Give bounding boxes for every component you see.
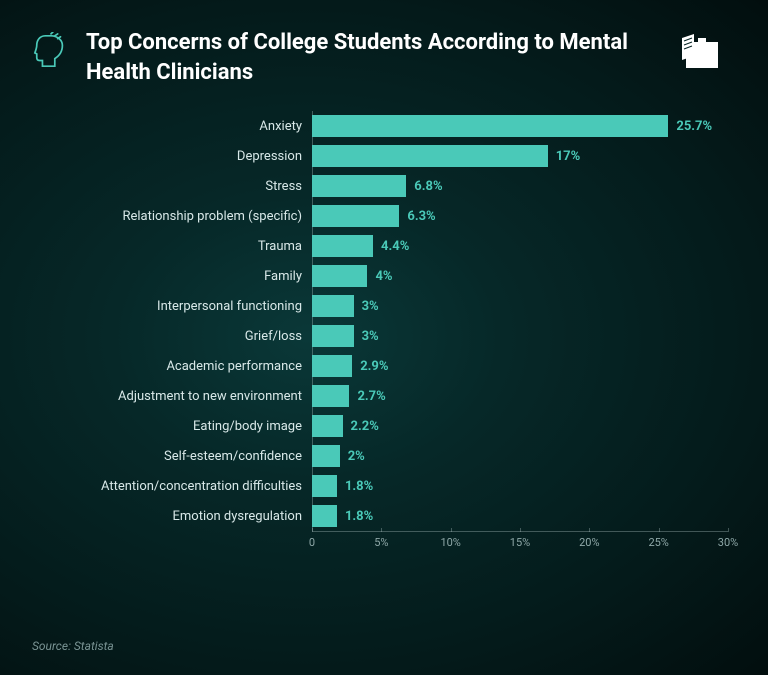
bar-wrap: 1.8% bbox=[312, 475, 728, 497]
bar-label: Anxiety bbox=[32, 119, 312, 134]
bar bbox=[312, 415, 343, 437]
bar-value: 2% bbox=[340, 449, 365, 464]
x-tick-line bbox=[520, 528, 521, 532]
bar-row: Trauma 4.4% bbox=[32, 231, 728, 261]
x-tick: 30% bbox=[718, 536, 738, 549]
bar-row: Family 4% bbox=[32, 261, 728, 291]
bar-label: Relationship problem (specific) bbox=[32, 209, 312, 224]
x-tick: 0 bbox=[309, 536, 315, 549]
bar-wrap: 6.3% bbox=[312, 205, 728, 227]
x-tick-line bbox=[312, 528, 313, 532]
x-tick-line bbox=[381, 528, 382, 532]
bar-value: 6.3% bbox=[399, 209, 435, 224]
bar-label: Depression bbox=[32, 149, 312, 164]
bar-row: Emotion dysregulation 1.8% bbox=[32, 501, 728, 531]
bar-row: Academic performance 2.9% bbox=[32, 351, 728, 381]
bar-value: 2.2% bbox=[343, 419, 379, 434]
bar bbox=[312, 355, 352, 377]
bar-row: Relationship problem (specific) 6.3% bbox=[32, 201, 728, 231]
x-tick-line bbox=[451, 528, 452, 532]
bar bbox=[312, 475, 337, 497]
bar-label: Trauma bbox=[32, 239, 312, 254]
source-text: Source: Statista bbox=[32, 639, 114, 653]
bar-row: Grief/loss 3% bbox=[32, 321, 728, 351]
bar bbox=[312, 145, 548, 167]
x-tick: 5% bbox=[374, 536, 388, 549]
bar-wrap: 3% bbox=[312, 295, 728, 317]
bar-label: Grief/loss bbox=[32, 329, 312, 344]
bar-wrap: 2.7% bbox=[312, 385, 728, 407]
bar-value: 1.8% bbox=[337, 509, 373, 524]
bar-wrap: 6.8% bbox=[312, 175, 728, 197]
bar-label: Stress bbox=[32, 179, 312, 194]
bar bbox=[312, 445, 340, 467]
chart-title: Top Concerns of College Students Accordi… bbox=[86, 28, 676, 87]
bar-row: Anxiety 25.7% bbox=[32, 111, 728, 141]
x-tick: 10% bbox=[440, 536, 460, 549]
bar-row: Depression 17% bbox=[32, 141, 728, 171]
bar-value: 6.8% bbox=[406, 179, 442, 194]
bar bbox=[312, 265, 367, 287]
bar-wrap: 1.8% bbox=[312, 505, 728, 527]
bar-value: 4.4% bbox=[373, 239, 409, 254]
bar-row: Eating/body image 2.2% bbox=[32, 411, 728, 441]
bar-wrap: 4% bbox=[312, 265, 728, 287]
x-tick-line bbox=[589, 528, 590, 532]
header: Top Concerns of College Students Accordi… bbox=[32, 28, 728, 87]
infographic-container: Top Concerns of College Students Accordi… bbox=[0, 0, 768, 675]
bar-label: Emotion dysregulation bbox=[32, 509, 312, 524]
header-left: Top Concerns of College Students Accordi… bbox=[32, 28, 676, 87]
bar-label: Self-esteem/confidence bbox=[32, 449, 312, 464]
bar-value: 3% bbox=[354, 299, 379, 314]
bar-row: Attention/concentration difficulties 1.8% bbox=[32, 471, 728, 501]
bar bbox=[312, 205, 399, 227]
x-tick: 15% bbox=[510, 536, 530, 549]
bar-row: Adjustment to new environment 2.7% bbox=[32, 381, 728, 411]
bar-wrap: 17% bbox=[312, 145, 728, 167]
bar-label: Academic performance bbox=[32, 359, 312, 374]
bar-label: Attention/concentration difficulties bbox=[32, 479, 312, 494]
bar-row: Stress 6.8% bbox=[32, 171, 728, 201]
bar-label: Family bbox=[32, 269, 312, 284]
bar-chart: Anxiety 25.7% Depression 17% Stress 6.8% Relat… bbox=[32, 111, 728, 557]
bar-value: 2.7% bbox=[349, 389, 385, 404]
bar-value: 17% bbox=[548, 149, 581, 164]
bar-wrap: 2% bbox=[312, 445, 728, 467]
bar-value: 2.9% bbox=[352, 359, 388, 374]
brain-head-icon bbox=[32, 32, 70, 70]
bar-wrap: 3% bbox=[312, 325, 728, 347]
x-tick-line bbox=[659, 528, 660, 532]
bar-value: 4% bbox=[367, 269, 392, 284]
bar-row: Interpersonal functioning 3% bbox=[32, 291, 728, 321]
bar bbox=[312, 295, 354, 317]
bar-label: Eating/body image bbox=[32, 419, 312, 434]
bar bbox=[312, 325, 354, 347]
bar-value: 25.7% bbox=[668, 119, 712, 134]
bar-wrap: 2.2% bbox=[312, 415, 728, 437]
bar-wrap: 25.7% bbox=[312, 115, 728, 137]
bar-wrap: 2.9% bbox=[312, 355, 728, 377]
bar-row: Self-esteem/confidence 2% bbox=[32, 441, 728, 471]
x-tick: 25% bbox=[648, 536, 668, 549]
bar-value: 1.8% bbox=[337, 479, 373, 494]
x-axis: 05%10%15%20%25%30% bbox=[312, 531, 728, 557]
bar-label: Interpersonal functioning bbox=[32, 299, 312, 314]
bar bbox=[312, 505, 337, 527]
bar-value: 3% bbox=[354, 329, 379, 344]
bar bbox=[312, 175, 406, 197]
y-axis-line bbox=[312, 111, 313, 531]
bar bbox=[312, 115, 668, 137]
x-tick-line bbox=[728, 528, 729, 532]
bar bbox=[312, 385, 349, 407]
x-tick: 20% bbox=[579, 536, 599, 549]
book-briefcase-icon bbox=[676, 28, 728, 80]
bar-wrap: 4.4% bbox=[312, 235, 728, 257]
bar-label: Adjustment to new environment bbox=[32, 389, 312, 404]
bar bbox=[312, 235, 373, 257]
